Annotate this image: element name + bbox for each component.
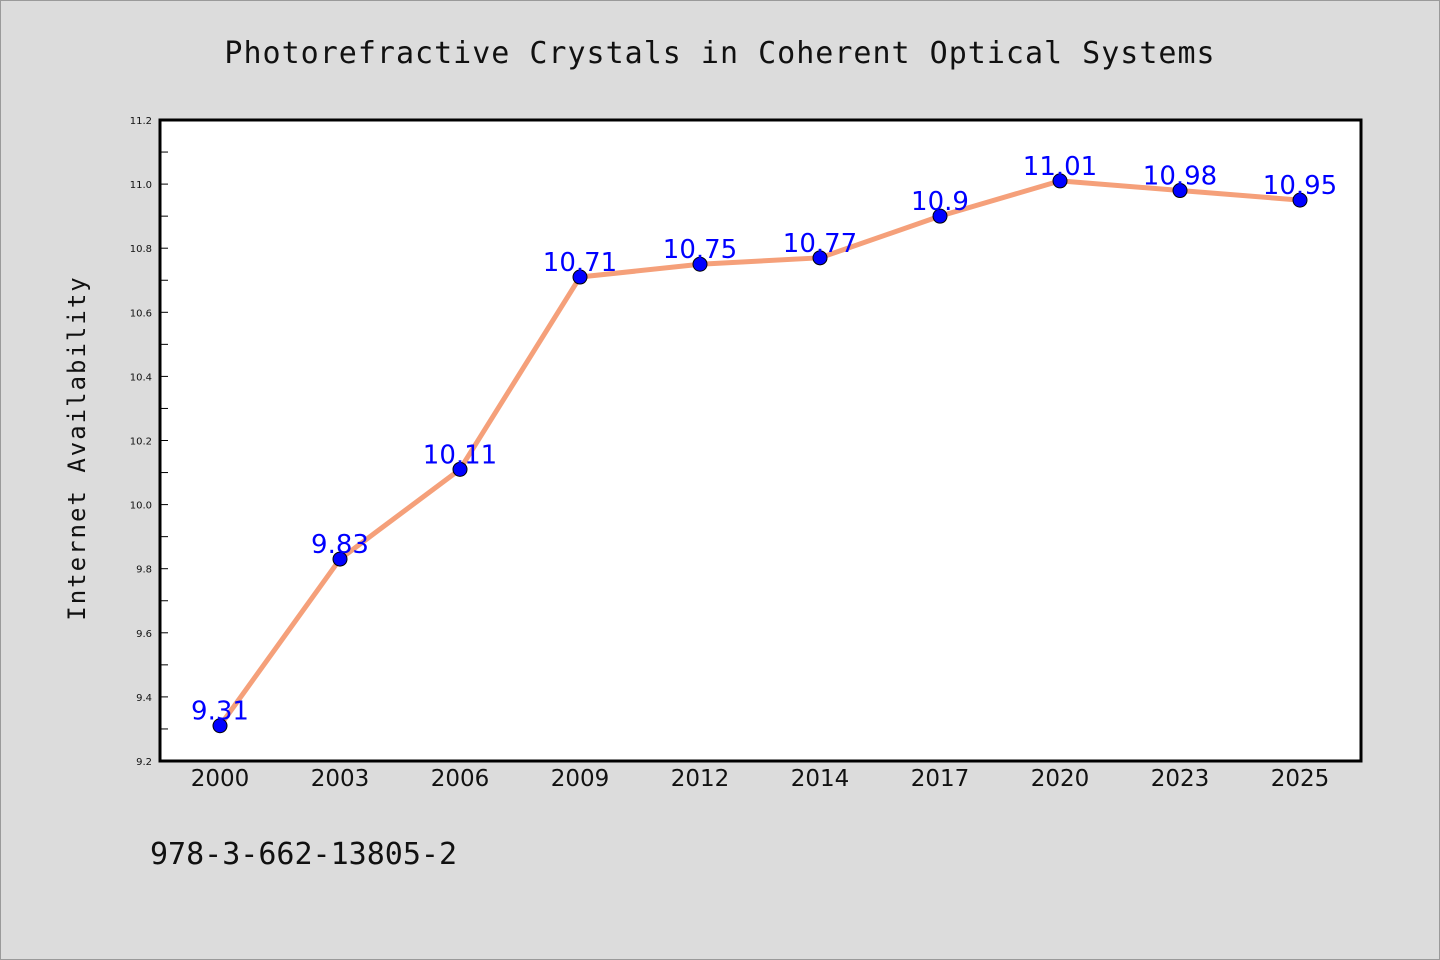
data-point	[572, 269, 588, 285]
y-tick-label: 9.2	[136, 757, 152, 768]
x-tick-label: 2009	[551, 766, 610, 792]
data-point	[1292, 192, 1308, 208]
x-tick-label: 2006	[431, 766, 490, 792]
y-axis-label: Internet Availability	[63, 275, 91, 620]
data-point	[692, 256, 708, 272]
footer-isbn: 978-3-662-13805-2	[150, 837, 457, 872]
x-tick-label: 2017	[911, 766, 970, 792]
y-tick-label: 10.0	[130, 501, 152, 512]
data-value-label: 10.11	[423, 440, 497, 470]
x-tick-label: 2025	[1271, 766, 1330, 792]
data-value-label: 10.77	[783, 229, 857, 259]
data-point	[1172, 183, 1188, 199]
data-point	[452, 461, 468, 477]
x-tick-label: 2014	[791, 766, 850, 792]
y-axis: 9.2 9.4 9.6 9.8 10.0 10.2 10.4 10.6 10.8 11.0 11.2	[130, 116, 168, 768]
data-value-label: 9.83	[311, 530, 369, 560]
data-value-label: 10.9	[911, 187, 969, 217]
series-line	[217, 178, 1303, 729]
data-point	[212, 718, 228, 734]
x-tick-label: 2003	[311, 766, 370, 792]
data-value-label: 10.71	[543, 248, 617, 278]
chart-title: Photorefractive Crystals in Coherent Opt…	[224, 36, 1215, 71]
y-tick-label: 9.8	[136, 565, 152, 576]
y-tick-label: 11.0	[130, 180, 152, 191]
y-tick-label: 11.2	[130, 116, 152, 127]
data-value-label: 10.95	[1263, 171, 1337, 201]
data-point	[812, 250, 828, 266]
x-tick-label: 2012	[671, 766, 730, 792]
y-tick-label: 9.6	[136, 629, 152, 640]
x-tick-label: 2000	[191, 766, 250, 792]
y-tick-label: 10.2	[130, 437, 152, 448]
data-value-label: 11.01	[1023, 152, 1097, 182]
y-tick-label: 9.4	[136, 693, 152, 704]
data-value-label: 10.75	[663, 235, 737, 265]
data-point	[932, 208, 948, 224]
series-layer: 9.31 9.83 10.11 10.71 10.75 10.77 10.9 11.01 10.…	[191, 152, 1337, 734]
data-point	[1052, 173, 1068, 189]
plot-area	[158, 118, 1363, 763]
data-value-label: 10.98	[1143, 162, 1217, 192]
data-point	[332, 551, 348, 567]
data-value-label: 9.31	[191, 697, 249, 727]
y-tick-label: 10.8	[130, 244, 152, 255]
x-axis: 2000 2003 2006 2009 2012 2014 2017 2020 2023 2025	[191, 766, 1330, 792]
x-tick-label: 2020	[1031, 766, 1090, 792]
y-tick-label: 10.4	[130, 372, 152, 383]
y-tick-label: 10.6	[130, 308, 152, 319]
x-tick-label: 2023	[1151, 766, 1210, 792]
